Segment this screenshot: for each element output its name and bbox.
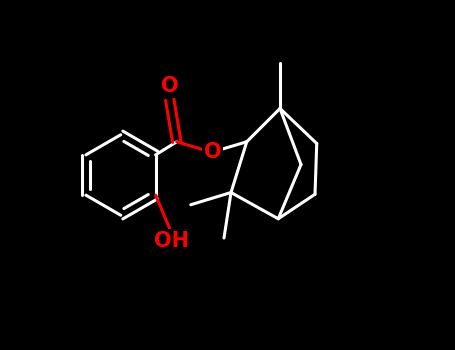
Text: OH: OH [154,231,189,251]
Text: O: O [161,76,178,97]
Text: O: O [204,142,222,162]
